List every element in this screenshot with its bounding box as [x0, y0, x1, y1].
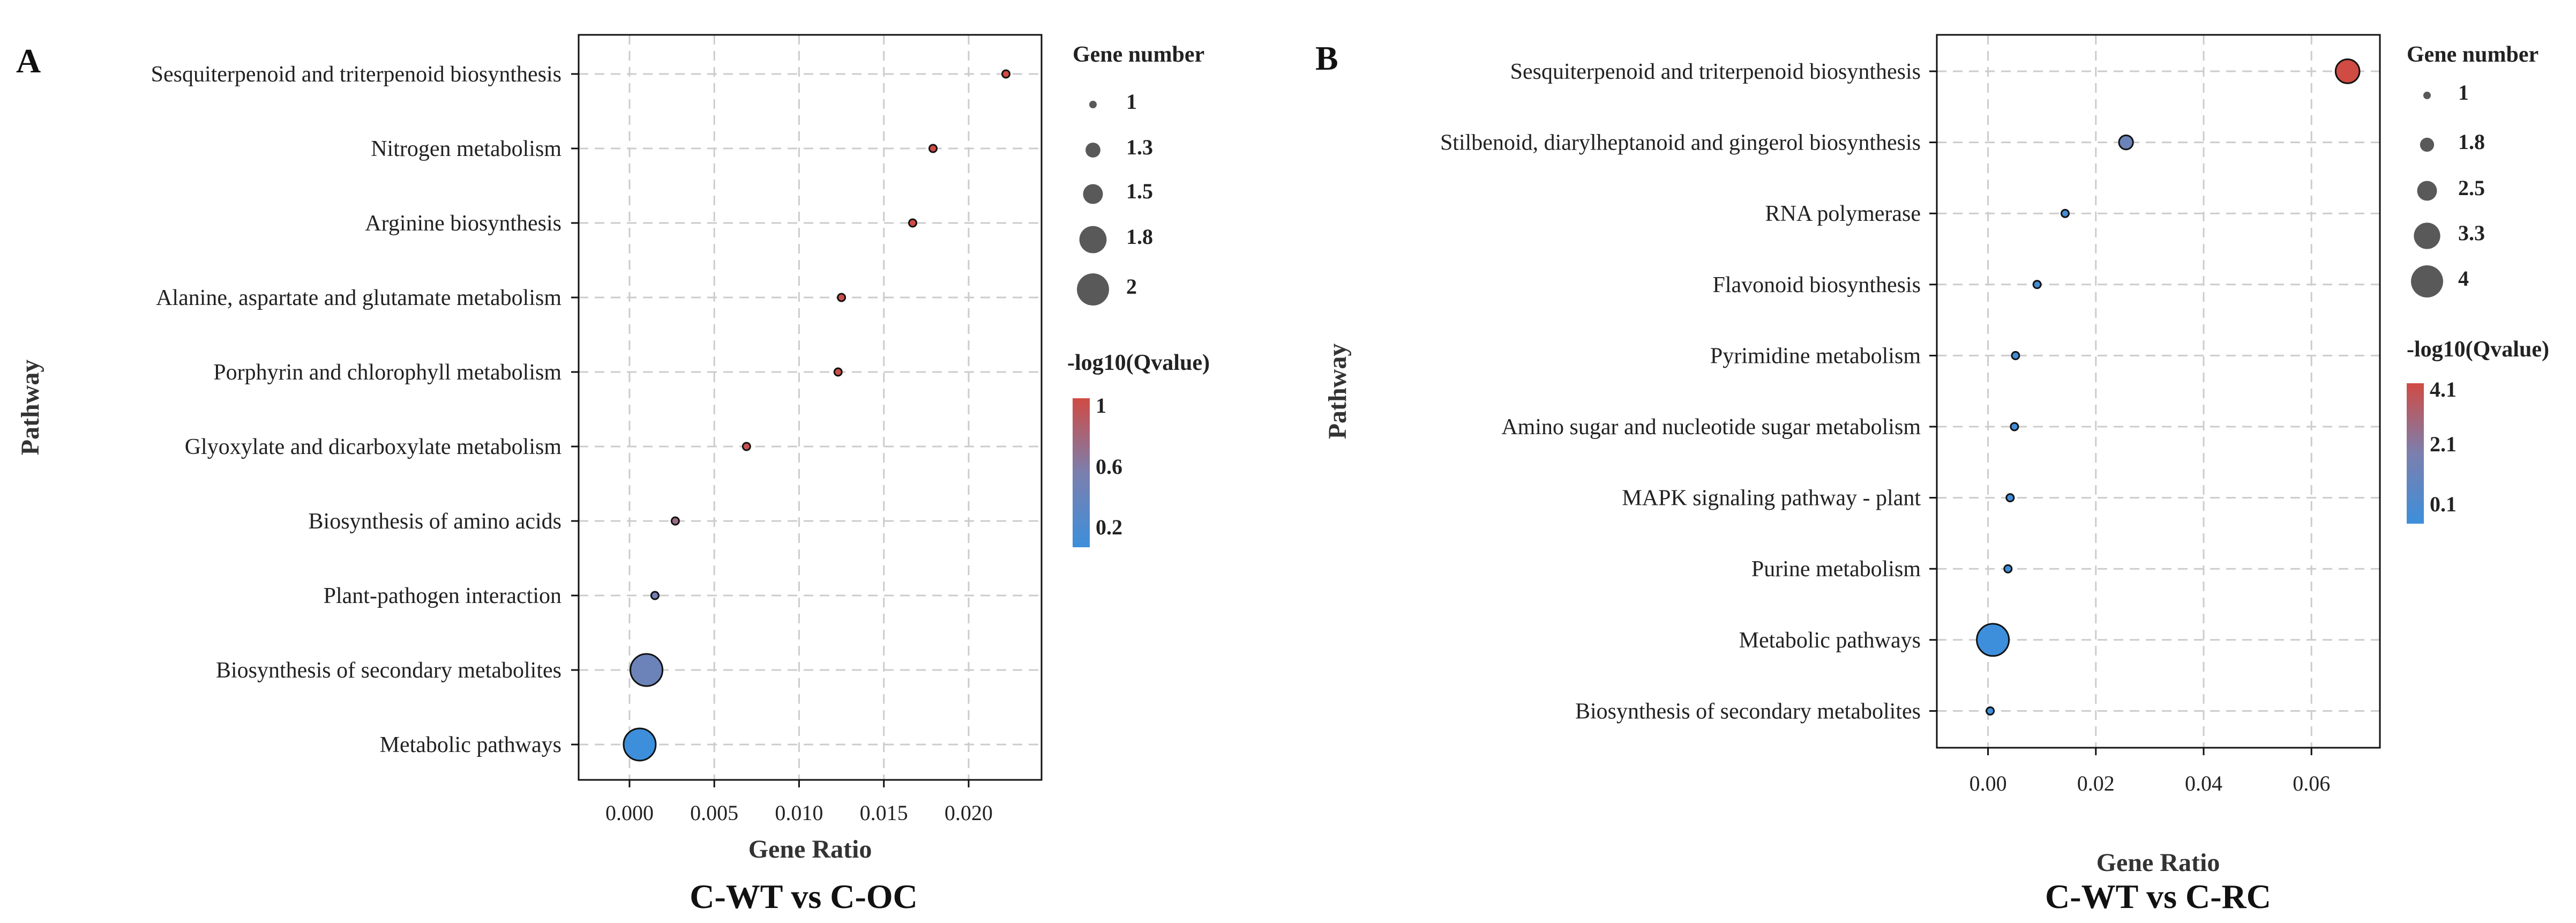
size-legend-title: Gene number — [2407, 42, 2538, 67]
y-tick-label: Alanine, aspartate and glutamate metabol… — [156, 286, 561, 310]
size-legend-dot — [2411, 265, 2443, 297]
y-tick-label: Biosynthesis of amino acids — [309, 509, 561, 534]
data-point — [2032, 280, 2042, 289]
data-point — [2060, 209, 2070, 218]
data-point — [650, 591, 660, 600]
size-legend-label: 1.3 — [1126, 135, 1153, 159]
size-legend-dot — [2423, 92, 2431, 99]
y-tick-label: Metabolic pathways — [1739, 628, 1921, 653]
y-tick-label: Stilbenoid, diarylheptanoid and gingerol… — [1440, 131, 1921, 155]
panel-label: A — [16, 42, 41, 80]
data-point — [1976, 623, 2010, 657]
size-legend-dot — [1085, 143, 1100, 158]
y-axis-title: Pathway — [1323, 344, 1352, 440]
color-legend-label: 4.1 — [2430, 377, 2457, 401]
y-tick-label: MAPK signaling pathway - plant — [1622, 486, 1921, 511]
chart-panel-a: A Pathway Sesquiterpenoid and triterpeno… — [16, 34, 1210, 915]
size-legend-label: 2.5 — [2458, 176, 2485, 200]
colorbar — [1073, 398, 1090, 547]
y-tick-label: Biosynthesis of secondary metabolites — [216, 658, 561, 683]
data-point — [833, 367, 843, 377]
color-legend-label: 0.1 — [2430, 492, 2457, 516]
color-legend-label: 2.1 — [2430, 432, 2457, 456]
data-point — [2334, 58, 2361, 84]
y-tick-label: Porphyrin and chlorophyll metabolism — [213, 360, 561, 385]
y-tick-label: Glyoxylate and dicarboxylate metabolism — [185, 435, 562, 459]
x-tick-label: 0.000 — [605, 801, 654, 825]
color-legend-label: 1 — [1096, 393, 1106, 418]
x-axis-title: Gene Ratio — [2096, 848, 2220, 877]
chart-title: C-WT vs C-OC — [690, 877, 918, 915]
y-tick-label: Amino sugar and nucleotide sugar metabol… — [1501, 415, 1921, 440]
data-point — [1986, 706, 1995, 716]
size-legend-label: 1.5 — [1126, 179, 1153, 203]
size-legend-dot — [1083, 184, 1103, 204]
x-tick-label: 0.06 — [2293, 771, 2330, 795]
x-tick-label: 0.00 — [1970, 771, 2007, 795]
x-tick-label: 0.010 — [775, 801, 823, 825]
data-point — [630, 653, 664, 687]
x-tick-label: 0.020 — [945, 801, 993, 825]
y-tick-label: Pyrimidine metabolism — [1710, 344, 1921, 368]
data-point — [623, 727, 657, 762]
data-point — [908, 218, 917, 228]
size-legend-dot — [2417, 181, 2437, 201]
size-legend-label: 1.8 — [2458, 130, 2485, 154]
x-tick-label: 0.02 — [2077, 771, 2115, 795]
y-tick-label: Plant-pathogen interaction — [324, 584, 561, 608]
size-legend-dot — [1089, 101, 1097, 108]
y-tick-label: Biosynthesis of secondary metabolites — [1575, 699, 1921, 724]
data-point — [2003, 564, 2013, 574]
size-legend-dot — [1077, 273, 1109, 306]
size-legend-dot — [1079, 226, 1107, 254]
y-tick-label: Metabolic pathways — [380, 733, 561, 757]
panel-label: B — [1315, 39, 1338, 77]
plot-frame — [578, 34, 1043, 781]
chart-title: C-WT vs C-RC — [2045, 877, 2271, 915]
color-legend-label: 0.6 — [1096, 455, 1122, 479]
size-legend-label: 3.3 — [2458, 221, 2485, 245]
data-point — [1001, 69, 1011, 79]
size-legend-label: 1 — [2458, 80, 2469, 105]
y-tick-label: Purine metabolism — [1751, 557, 1921, 582]
colorbar — [2407, 383, 2424, 524]
color-legend-title: -log10(Qvalue) — [2407, 337, 2549, 362]
data-point — [2118, 134, 2134, 151]
y-tick-label: Sesquiterpenoid and triterpenoid biosynt… — [151, 62, 561, 87]
x-tick-label: 0.04 — [2185, 771, 2222, 795]
data-point — [2005, 493, 2015, 503]
x-tick-label: 0.005 — [690, 801, 738, 825]
y-tick-label: Nitrogen metabolism — [371, 137, 561, 161]
color-legend-label: 0.2 — [1096, 515, 1122, 539]
size-legend-dot — [2420, 137, 2435, 152]
y-tick-label: RNA polymerase — [1765, 202, 1921, 226]
color-legend-title: -log10(Qvalue) — [1067, 351, 1210, 375]
size-legend-label: 1 — [1126, 90, 1137, 114]
size-legend-label: 1.8 — [1126, 225, 1153, 249]
data-point — [928, 144, 938, 153]
chart-panel-b: B Pathway Sesquiterpenoid and triterpeno… — [1315, 34, 2549, 915]
x-axis-title: Gene Ratio — [748, 835, 872, 864]
y-axis-title: Pathway — [16, 360, 44, 456]
data-point — [2010, 422, 2019, 431]
data-point — [837, 293, 847, 302]
size-legend-dot — [2414, 222, 2440, 249]
data-point — [670, 516, 680, 526]
data-point — [742, 442, 751, 451]
plot-frame — [1936, 34, 2381, 749]
y-tick-label: Sesquiterpenoid and triterpenoid biosynt… — [1510, 59, 1921, 84]
size-legend-label: 4 — [2458, 266, 2469, 291]
size-legend-label: 2 — [1126, 274, 1137, 299]
x-tick-label: 0.015 — [860, 801, 908, 825]
data-point — [2011, 351, 2020, 360]
y-tick-label: Arginine biosynthesis — [365, 211, 561, 236]
y-tick-label: Flavonoid biosynthesis — [1712, 273, 1921, 297]
size-legend-title: Gene number — [1073, 42, 1204, 67]
